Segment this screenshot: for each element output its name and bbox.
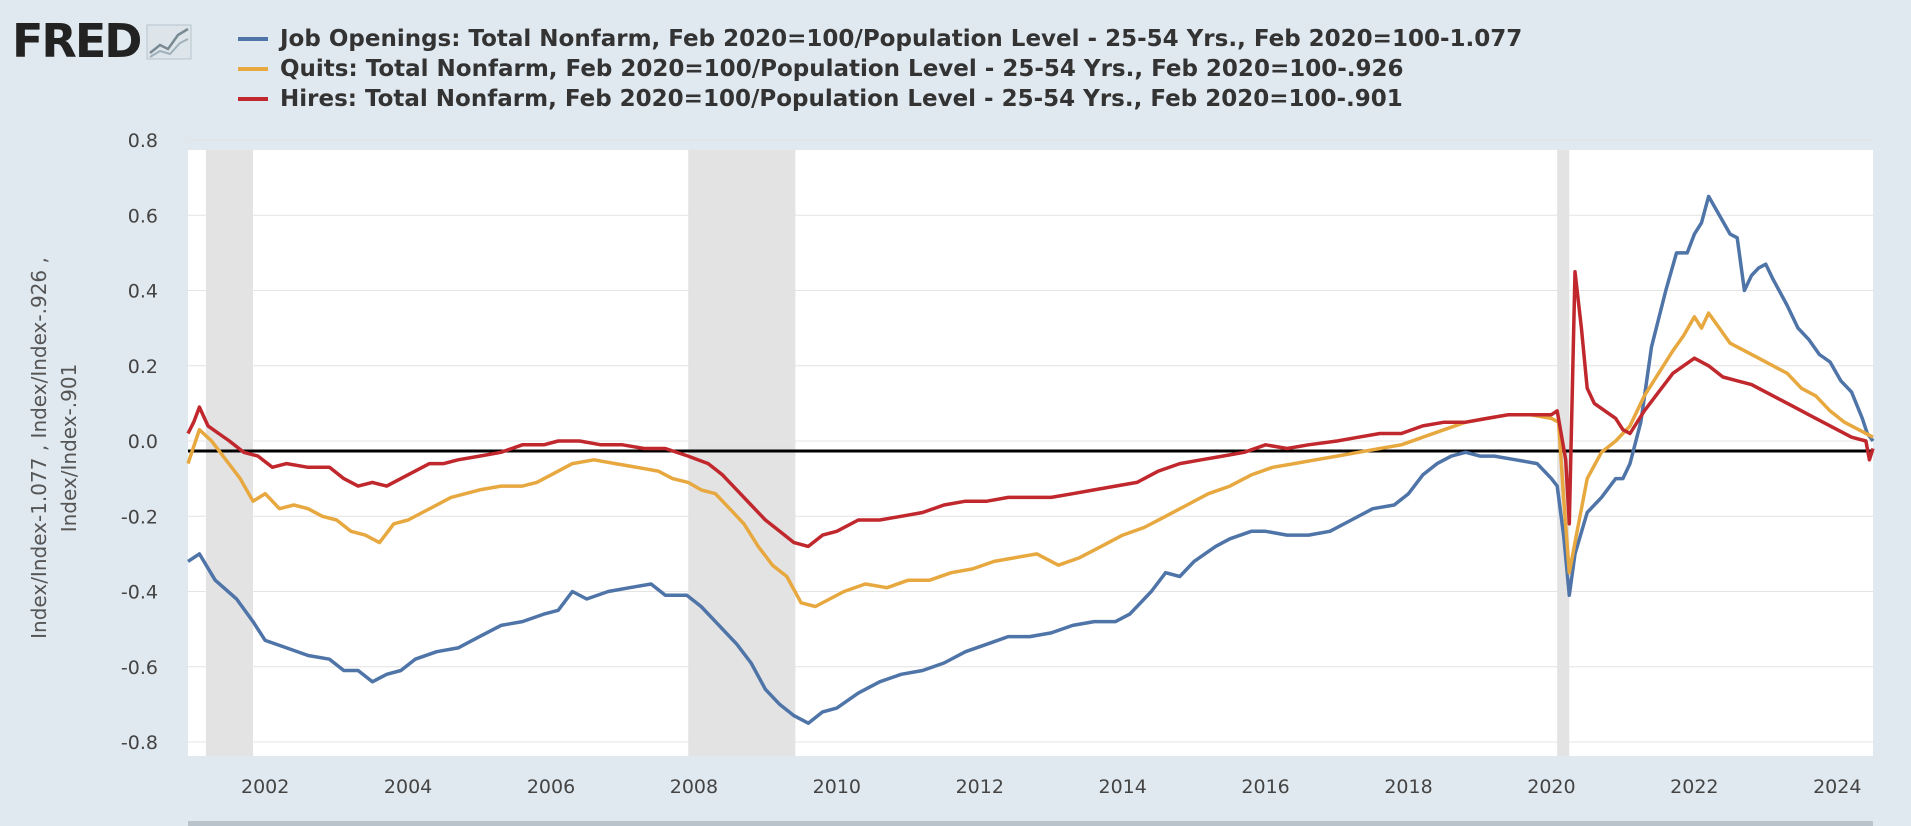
x-tick-label: 2004 xyxy=(384,776,432,798)
x-tick-label: 2020 xyxy=(1527,776,1575,798)
fred-graph-icon xyxy=(146,24,192,60)
legend-swatch xyxy=(238,67,268,71)
y-tick-label: -0.8 xyxy=(121,732,158,754)
bottom-scrollbar[interactable] xyxy=(188,821,1873,826)
legend-label: Hires: Total Nonfarm, Feb 2020=100/Popul… xyxy=(280,86,1403,112)
x-tick-label: 2022 xyxy=(1670,776,1718,798)
x-tick-label: 2006 xyxy=(527,776,575,798)
x-tick-label: 2012 xyxy=(956,776,1004,798)
y-tick-label: -0.6 xyxy=(121,657,158,679)
y-tick-label: -0.4 xyxy=(121,582,158,604)
legend-item-job-openings[interactable]: Job Openings: Total Nonfarm, Feb 2020=10… xyxy=(238,24,1522,54)
x-tick-label: 2018 xyxy=(1384,776,1432,798)
fred-logo-text: FRED xyxy=(12,14,142,68)
fred-logo[interactable]: FRED xyxy=(12,18,192,64)
legend-item-hires[interactable]: Hires: Total Nonfarm, Feb 2020=100/Popul… xyxy=(238,84,1522,114)
series-line-job-openings[interactable] xyxy=(187,194,1875,725)
legend-item-quits[interactable]: Quits: Total Nonfarm, Feb 2020=100/Popul… xyxy=(238,54,1522,84)
y-tick-label: 0.4 xyxy=(128,281,158,303)
chart-legend: Job Openings: Total Nonfarm, Feb 2020=10… xyxy=(238,24,1522,114)
y-tick-label: 0.6 xyxy=(128,205,158,227)
y-axis-label: Index/Index-1.077 , Index/Index-.926 , xyxy=(27,257,51,639)
recession-shading xyxy=(688,150,796,756)
plot-area xyxy=(188,150,1873,756)
x-tick-label: 2008 xyxy=(670,776,718,798)
series-line-hires[interactable] xyxy=(186,269,1875,549)
x-tick-label: 2002 xyxy=(241,776,289,798)
legend-swatch xyxy=(238,37,268,41)
y-tick-label: 0.2 xyxy=(128,356,158,378)
y-tick-label: -0.2 xyxy=(121,506,158,528)
legend-label: Job Openings: Total Nonfarm, Feb 2020=10… xyxy=(280,26,1523,52)
x-tick-label: 2010 xyxy=(813,776,861,798)
y-tick-label: 0.8 xyxy=(128,130,158,152)
series-line-quits[interactable] xyxy=(186,311,1874,609)
legend-label: Quits: Total Nonfarm, Feb 2020=100/Popul… xyxy=(280,56,1404,82)
legend-swatch xyxy=(238,97,268,101)
y-tick-label: 0.0 xyxy=(128,431,158,453)
x-tick-label: 2024 xyxy=(1813,776,1861,798)
x-tick-label: 2014 xyxy=(1099,776,1147,798)
x-tick-label: 2016 xyxy=(1241,776,1289,798)
y-axis-label: Index/Index-.901 xyxy=(57,364,81,533)
